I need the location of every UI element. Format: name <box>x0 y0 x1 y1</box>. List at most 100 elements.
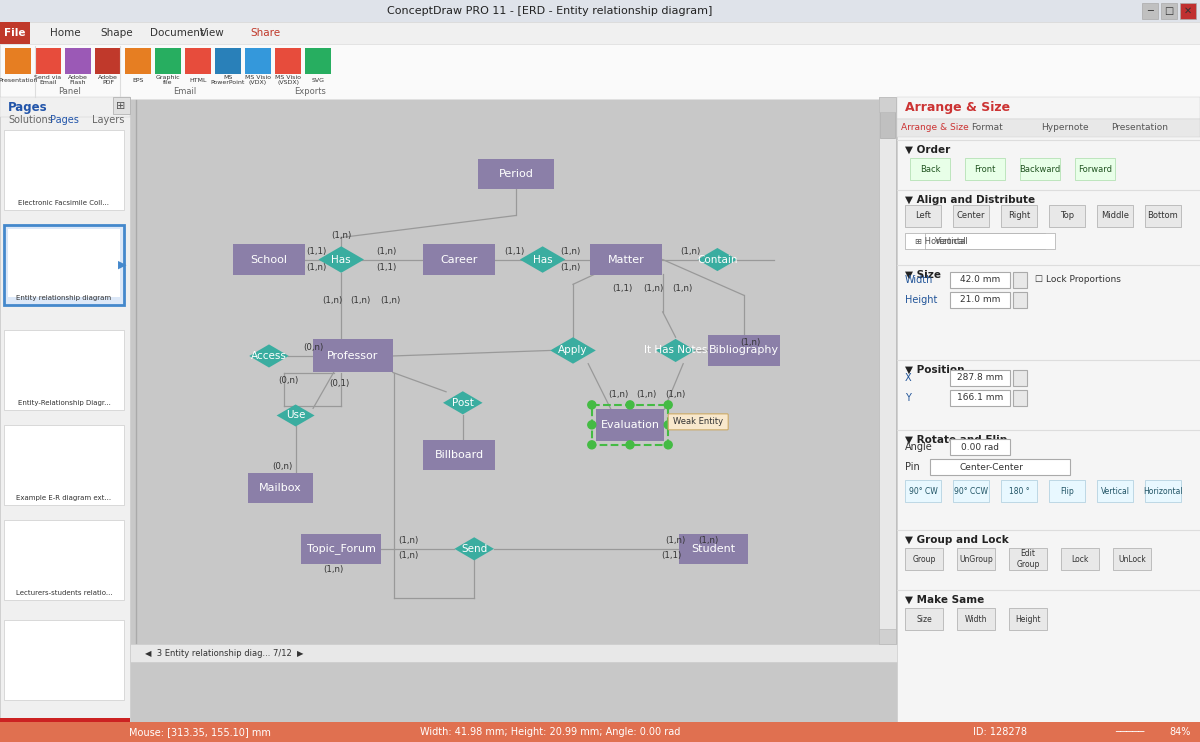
Text: (1,1): (1,1) <box>612 284 632 293</box>
Text: Evaluation: Evaluation <box>600 420 660 430</box>
Text: Billboard: Billboard <box>434 450 484 460</box>
Text: (1,n): (1,n) <box>377 247 397 256</box>
Bar <box>1097 480 1133 502</box>
Circle shape <box>665 421 672 429</box>
Circle shape <box>665 401 672 409</box>
Text: UnLock: UnLock <box>1118 554 1146 563</box>
Text: Mailbox: Mailbox <box>259 483 301 493</box>
Text: (0,1): (0,1) <box>330 379 350 388</box>
Bar <box>4 520 124 600</box>
Text: ─────: ───── <box>1115 727 1145 737</box>
Bar <box>592 405 668 444</box>
Bar <box>1142 3 1158 19</box>
Text: ▼ Size: ▼ Size <box>905 270 941 280</box>
Bar <box>0 722 1200 742</box>
Bar <box>1001 205 1037 227</box>
Text: Backward: Backward <box>1019 165 1061 174</box>
Text: SVG: SVG <box>312 77 324 82</box>
Bar <box>1049 480 1085 502</box>
Text: Post: Post <box>452 398 474 408</box>
Text: (1,n): (1,n) <box>324 565 343 574</box>
Bar <box>422 244 496 275</box>
Bar <box>125 48 151 74</box>
Text: Electronic Facsimile Coll...: Electronic Facsimile Coll... <box>18 200 109 206</box>
Text: (0,n): (0,n) <box>302 344 323 352</box>
Bar <box>905 480 941 502</box>
Text: 180 °: 180 ° <box>1009 487 1030 496</box>
Bar <box>1049 205 1085 227</box>
Bar <box>1162 3 1177 19</box>
Circle shape <box>626 441 634 449</box>
Text: Vertical: Vertical <box>1100 487 1129 496</box>
Bar <box>1013 390 1027 406</box>
Text: (1,1): (1,1) <box>377 263 397 272</box>
Text: ▶: ▶ <box>118 260 126 270</box>
Text: Send: Send <box>461 544 487 554</box>
Text: Horizontal: Horizontal <box>1144 487 1183 496</box>
Polygon shape <box>697 248 737 271</box>
Bar <box>155 48 181 74</box>
Text: (1,1): (1,1) <box>661 551 682 560</box>
Text: Topic_Forum: Topic_Forum <box>307 543 376 554</box>
Text: ConceptDraw PRO 11 - [ERD - Entity relationship diagram]: ConceptDraw PRO 11 - [ERD - Entity relat… <box>388 6 713 16</box>
Text: EPS: EPS <box>132 77 144 82</box>
Text: Contain: Contain <box>697 255 738 265</box>
Text: ▼ Position: ▼ Position <box>905 365 965 375</box>
Text: 21.0 mm: 21.0 mm <box>960 295 1000 304</box>
Text: (1,1): (1,1) <box>504 247 524 256</box>
Text: Bottom: Bottom <box>1147 211 1178 220</box>
Bar <box>0 97 130 117</box>
Bar <box>708 335 780 366</box>
Bar <box>880 98 895 138</box>
Text: ─: ─ <box>1147 6 1153 16</box>
Text: ▼ Make Same: ▼ Make Same <box>905 595 984 605</box>
Text: (1,n): (1,n) <box>698 536 719 545</box>
Bar <box>930 459 1070 475</box>
Text: (1,n): (1,n) <box>398 551 419 560</box>
Text: (1,n): (1,n) <box>560 247 581 256</box>
Text: (1,n): (1,n) <box>350 296 371 306</box>
Text: Hypernote: Hypernote <box>1042 123 1088 133</box>
Text: Mouse: [313.35, 155.10] mm: Mouse: [313.35, 155.10] mm <box>130 727 271 737</box>
Bar <box>905 205 941 227</box>
Bar <box>1061 548 1099 570</box>
Bar <box>910 158 950 180</box>
Text: Front: Front <box>974 165 996 174</box>
Bar <box>95 48 121 74</box>
Text: Pin: Pin <box>905 462 919 472</box>
Bar <box>113 97 130 114</box>
Bar <box>4 225 124 305</box>
Bar <box>905 608 943 630</box>
Bar <box>5 48 31 74</box>
Text: Entity-Relationship Diagr...: Entity-Relationship Diagr... <box>18 400 110 406</box>
Text: ID: 128278: ID: 128278 <box>973 727 1027 737</box>
Bar <box>595 409 665 441</box>
Text: ✕: ✕ <box>1184 6 1192 16</box>
Bar <box>8 429 120 497</box>
Bar <box>1013 272 1027 288</box>
Bar <box>958 608 995 630</box>
Bar <box>8 624 120 692</box>
Text: (1,n): (1,n) <box>680 247 701 256</box>
Circle shape <box>588 441 595 449</box>
Bar <box>958 548 995 570</box>
Text: (1,n): (1,n) <box>380 296 401 306</box>
Bar <box>4 620 124 700</box>
Text: 166.1 mm: 166.1 mm <box>956 393 1003 402</box>
Bar <box>950 272 1010 288</box>
Text: (1,n): (1,n) <box>636 390 656 399</box>
Text: Graphic
file: Graphic file <box>156 75 180 85</box>
Text: Height: Height <box>1015 614 1040 623</box>
Bar <box>878 629 896 644</box>
Bar <box>0 44 1200 99</box>
Text: X: X <box>905 373 912 383</box>
Text: Top: Top <box>1060 211 1074 220</box>
Text: Bibliography: Bibliography <box>709 346 779 355</box>
Bar <box>905 548 943 570</box>
Bar <box>4 330 124 410</box>
Text: Use: Use <box>286 410 305 421</box>
Bar <box>950 292 1010 308</box>
Text: ▼ Order: ▼ Order <box>905 145 950 155</box>
Text: (1,n): (1,n) <box>666 536 685 545</box>
Text: ⊞ Horizontal: ⊞ Horizontal <box>916 237 967 246</box>
